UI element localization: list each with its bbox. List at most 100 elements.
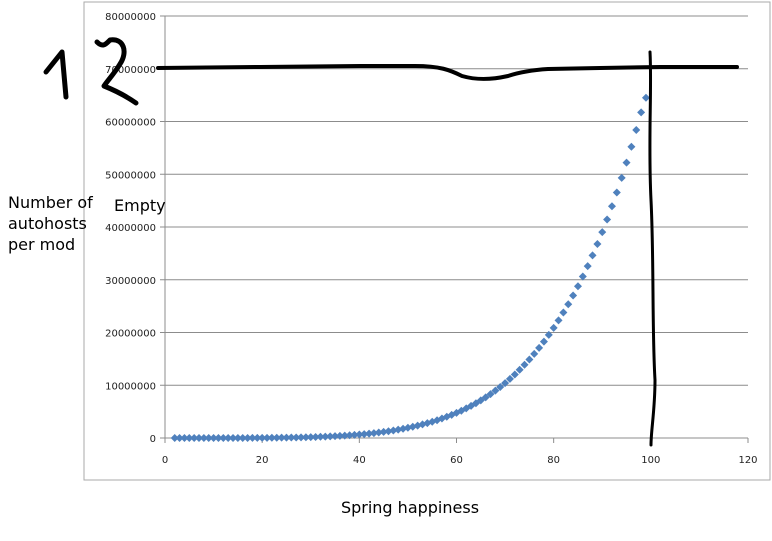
handwritten-digit-two — [94, 37, 139, 106]
data-point — [505, 374, 514, 383]
data-point — [238, 433, 247, 442]
x-tick-label: 0 — [162, 455, 168, 466]
data-point — [204, 433, 213, 442]
y-axis-label-line-1: Number of — [8, 193, 93, 212]
data-point — [632, 125, 641, 134]
data-point — [617, 173, 626, 182]
data-point — [641, 93, 650, 102]
y-tick-label: 30000000 — [105, 276, 156, 287]
data-point — [311, 432, 320, 441]
data-point — [195, 433, 204, 442]
data-point — [549, 323, 558, 332]
y-tick-label: 60000000 — [105, 118, 156, 129]
data-point — [510, 370, 519, 379]
y-tick-label: 10000000 — [105, 381, 156, 392]
data-point — [272, 433, 281, 442]
data-point — [258, 433, 267, 442]
data-point — [214, 433, 223, 442]
data-point — [248, 433, 257, 442]
data-point — [515, 365, 524, 374]
data-point — [374, 428, 383, 437]
x-tick-label: 40 — [353, 455, 366, 466]
handwritten-vertical-line — [648, 50, 657, 447]
data-point — [297, 433, 306, 442]
data-point — [199, 433, 208, 442]
data-point — [554, 316, 563, 325]
data-point — [481, 393, 490, 402]
data-point — [326, 432, 335, 441]
y-tick-label: 0 — [150, 434, 156, 445]
data-point — [331, 432, 340, 441]
y-tick-label: 50000000 — [105, 170, 156, 181]
data-point — [607, 202, 616, 211]
data-point — [525, 355, 534, 364]
data-point — [486, 390, 495, 399]
data-point — [243, 433, 252, 442]
data-point — [559, 308, 568, 317]
y-tick-label: 20000000 — [105, 329, 156, 340]
y-axis-label-line-2: autohosts — [8, 214, 87, 233]
empty-annotation: Empty — [114, 196, 166, 215]
y-tick-labels: 0 10000000 20000000 30000000 40000000 5000000… — [105, 12, 156, 445]
data-point — [335, 431, 344, 440]
data-point — [578, 272, 587, 281]
data-point — [491, 386, 500, 395]
x-tick-label: 120 — [738, 455, 757, 466]
data-point — [627, 142, 636, 151]
x-tick-labels: 0 20 40 60 80 100 120 — [162, 438, 758, 466]
data-point — [539, 337, 548, 346]
data-point — [564, 300, 573, 309]
data-point — [180, 433, 189, 442]
data-point — [603, 215, 612, 224]
data-point — [384, 427, 393, 436]
data-point — [233, 433, 242, 442]
data-point — [219, 433, 228, 442]
y-tick-label: 40000000 — [105, 223, 156, 234]
data-point — [282, 433, 291, 442]
data-point — [175, 433, 184, 442]
data-points — [170, 93, 650, 442]
data-point — [573, 282, 582, 291]
data-point — [530, 349, 539, 358]
handwritten-digit-one — [43, 49, 69, 100]
chart-area-frame — [83, 1, 771, 481]
gridlines — [160, 15, 748, 439]
data-point — [170, 433, 179, 442]
data-point — [588, 251, 597, 260]
handwritten-number: 12 — [43, 37, 139, 106]
data-point — [583, 262, 592, 271]
data-point — [224, 433, 233, 442]
data-point — [544, 330, 553, 339]
data-point — [209, 433, 218, 442]
data-point — [229, 433, 238, 442]
data-point — [267, 433, 276, 442]
data-point — [340, 431, 349, 440]
data-point — [287, 433, 296, 442]
data-point — [292, 433, 301, 442]
data-point — [520, 360, 529, 369]
data-point — [263, 433, 272, 442]
data-point — [360, 430, 369, 439]
data-point — [306, 433, 315, 442]
y-axis-label-line-3: per mod — [8, 235, 75, 254]
data-point — [350, 430, 359, 439]
data-point — [622, 158, 631, 167]
handwritten-horizontal-line — [156, 64, 739, 81]
data-point — [569, 291, 578, 300]
data-point — [365, 429, 374, 438]
x-tick-label: 60 — [450, 455, 463, 466]
data-point — [501, 379, 510, 388]
x-tick-label: 20 — [256, 455, 269, 466]
data-point — [369, 429, 378, 438]
data-point — [598, 228, 607, 237]
x-tick-label: 100 — [641, 455, 660, 466]
data-point — [253, 433, 262, 442]
data-point — [345, 431, 354, 440]
data-point — [321, 432, 330, 441]
data-point — [612, 188, 621, 197]
x-tick-label: 80 — [547, 455, 560, 466]
data-point — [355, 430, 364, 439]
data-point — [301, 433, 310, 442]
data-point — [190, 433, 199, 442]
